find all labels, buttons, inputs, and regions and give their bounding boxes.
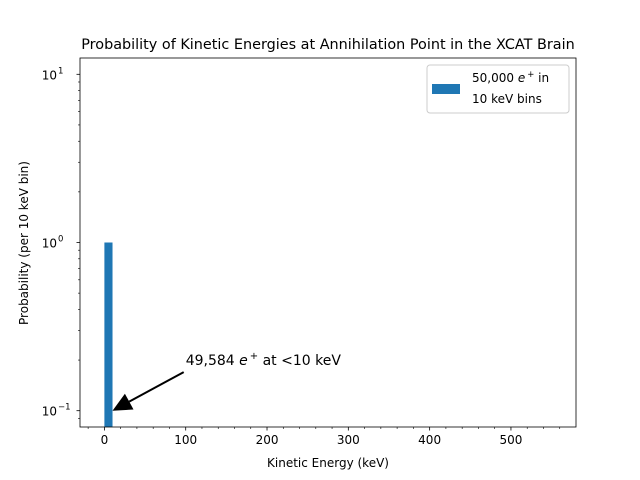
chart-title: Probability of Kinetic Energies at Annih… <box>81 37 574 53</box>
x-tick-label: 0 <box>101 433 109 447</box>
x-axis-label: Kinetic Energy (keV) <box>267 456 389 470</box>
y-axis-label: Probability (per 10 keV bin) <box>17 161 31 325</box>
annotation: 49,584 e + at <10 keV <box>112 351 342 411</box>
x-axis-ticks: 0 100 200 300 400 500 <box>87 427 561 447</box>
plot-area-frame <box>79 57 577 428</box>
annotation-arrow-shaft <box>128 371 185 403</box>
bars-layer <box>104 242 113 427</box>
x-tick-label: 100 <box>174 433 197 447</box>
y-tick-label: 10 <box>42 68 57 82</box>
x-tick-label: 300 <box>337 433 360 447</box>
legend-box <box>426 64 570 114</box>
x-tick-label: 200 <box>256 433 279 447</box>
legend: 50,000 e + in 10 keV bins <box>426 64 570 114</box>
annotation-text: 49,584 e + at <10 keV <box>186 351 342 369</box>
annotation-arrow-head <box>112 393 134 411</box>
x-tick-label: 400 <box>418 433 441 447</box>
legend-label-line-1: 50,000 e + in <box>472 70 549 85</box>
y-tick-exponent: −1 <box>58 403 71 413</box>
x-tick-label: 500 <box>499 433 522 447</box>
legend-swatch <box>432 84 460 94</box>
bar-0 <box>104 242 113 427</box>
y-tick-label: 10 <box>42 237 57 251</box>
legend-label-line-2: 10 keV bins <box>472 92 542 106</box>
y-tick-exponent: 1 <box>58 66 63 76</box>
y-tick-label: 10 <box>42 405 57 419</box>
y-tick-exponent: 0 <box>58 235 63 245</box>
